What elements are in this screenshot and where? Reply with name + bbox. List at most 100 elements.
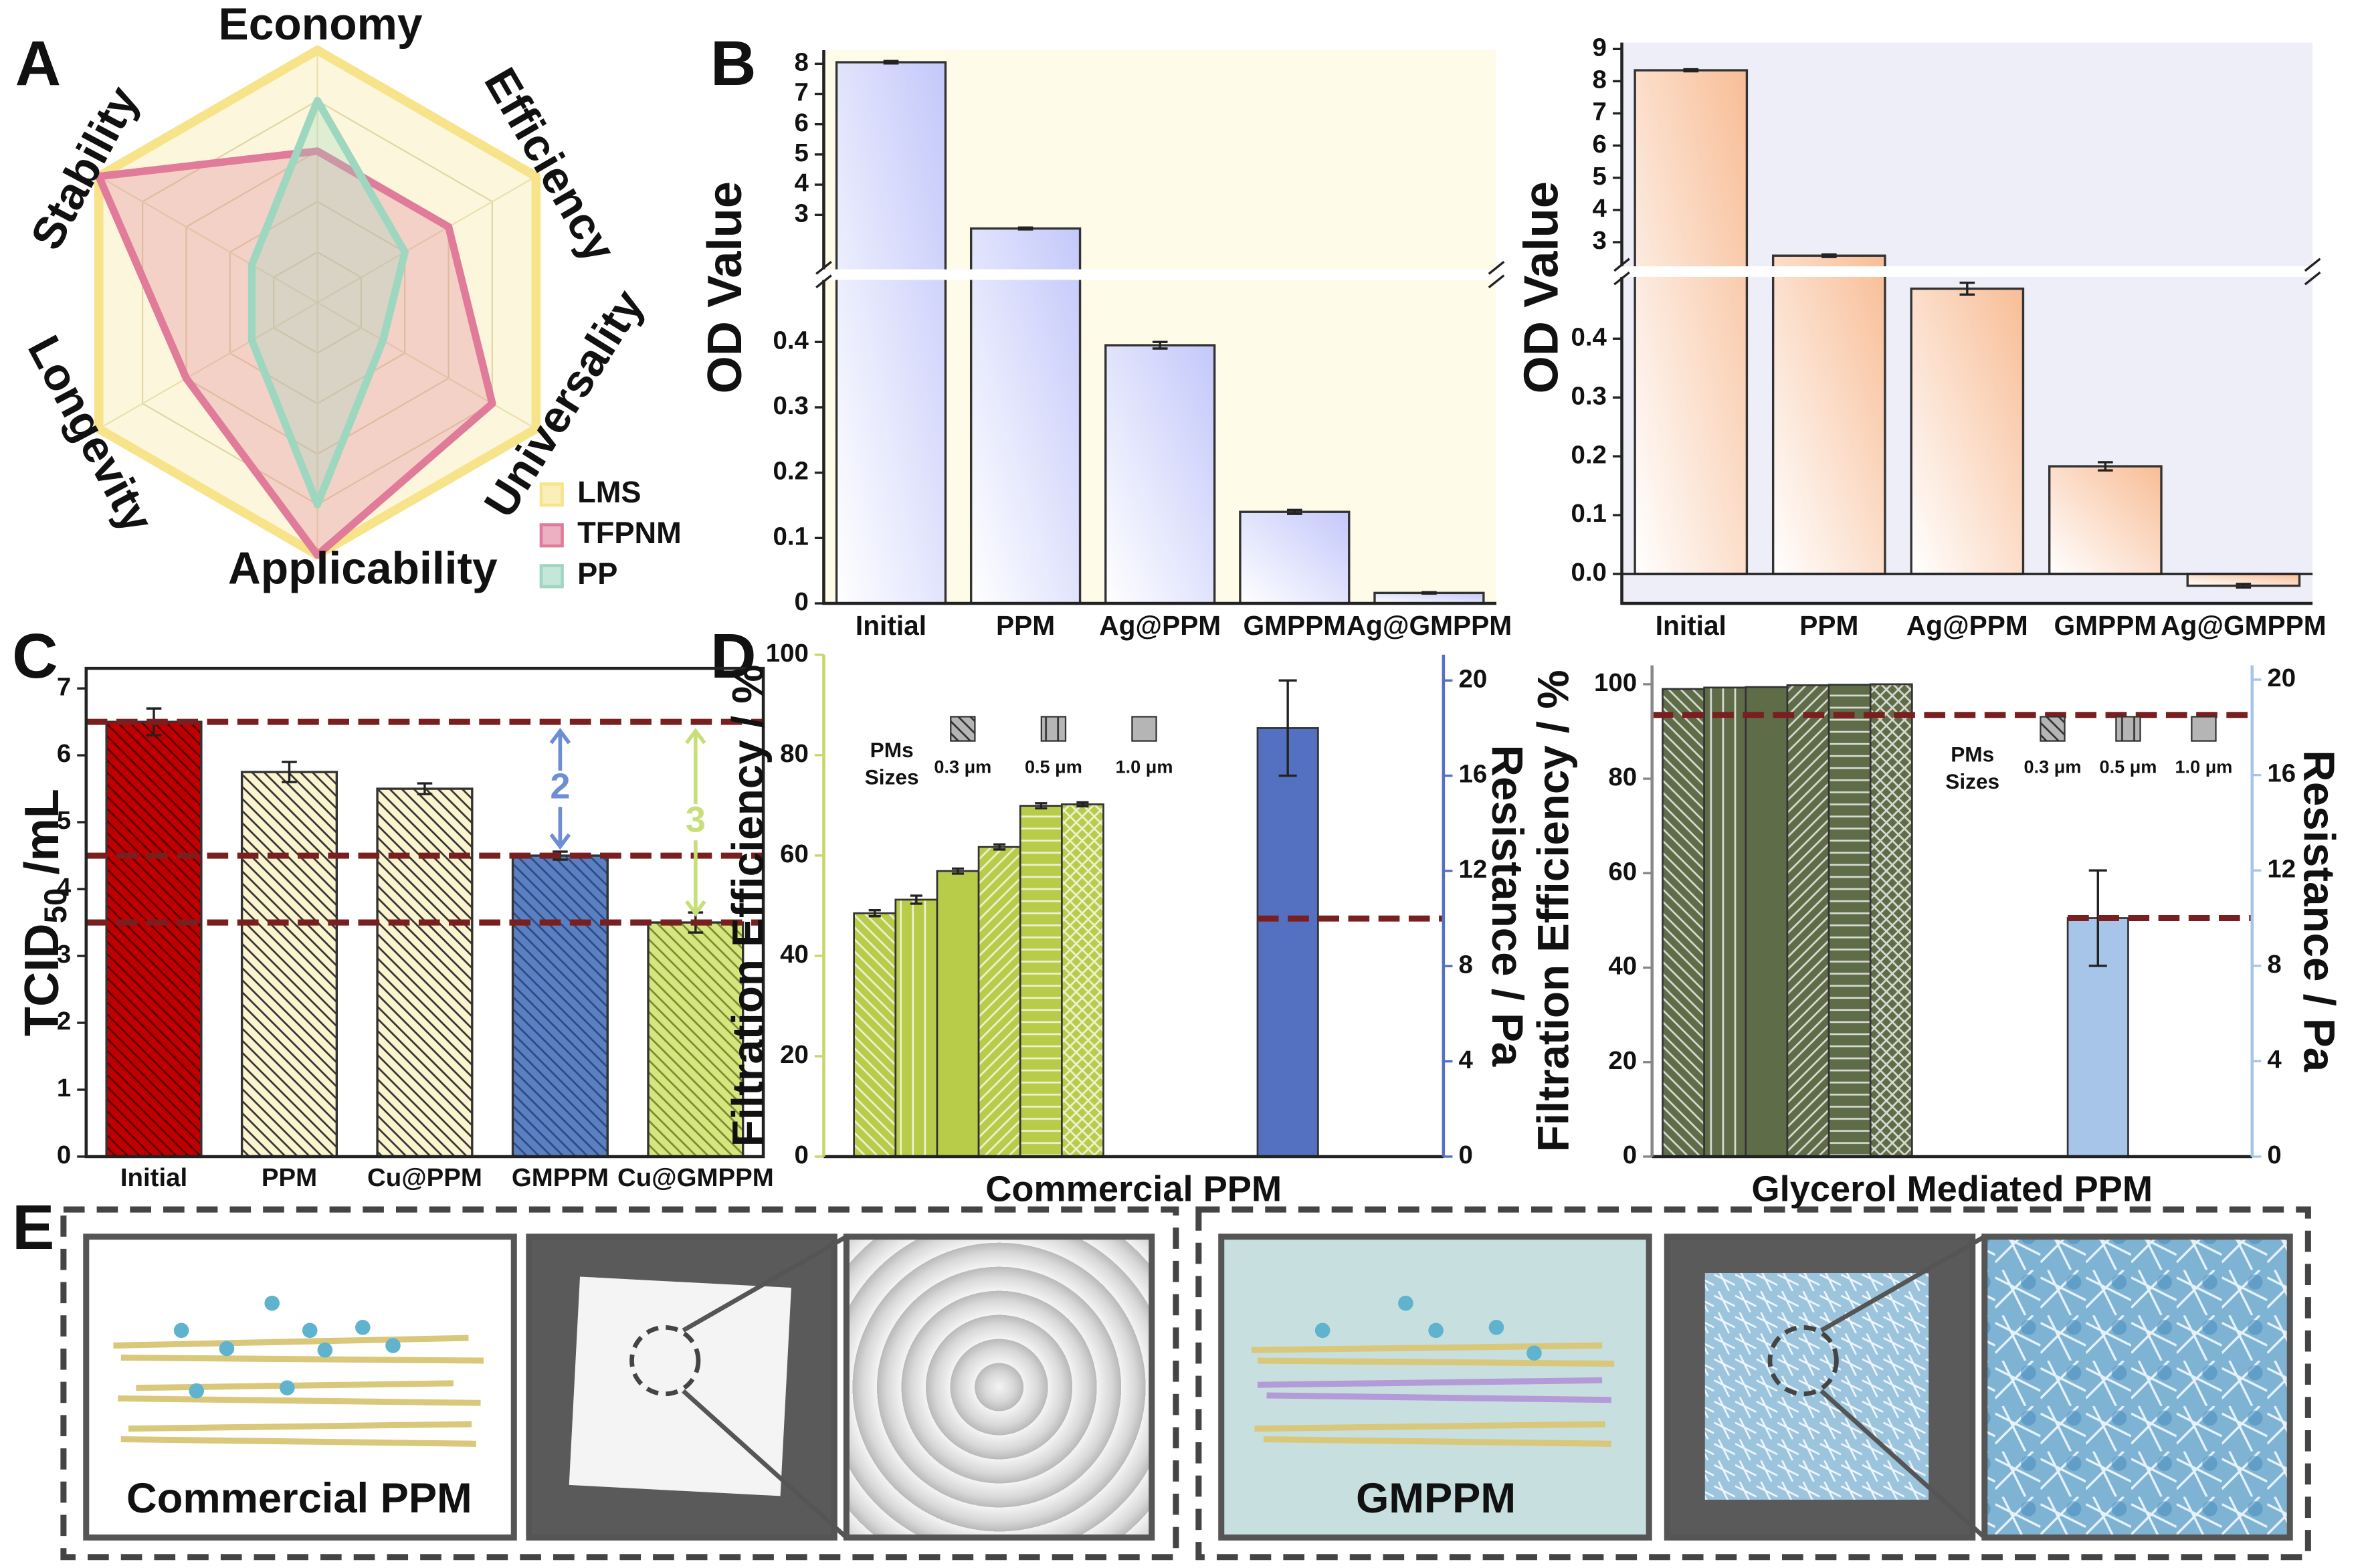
y-tick-label: 2 xyxy=(57,1007,71,1036)
x-tick-label: Initial xyxy=(856,610,926,641)
x-tick-label: GMPPM xyxy=(1244,610,1347,641)
y-tick-label: 8 xyxy=(1593,66,1607,94)
y-axis-title: Filtration Efficiency / % xyxy=(1529,670,1578,1152)
legend-swatch xyxy=(2115,716,2141,742)
y2-tick-label: 8 xyxy=(1458,950,1472,979)
legend-label: PP xyxy=(577,557,617,591)
x-tick-label: Cu@PPM xyxy=(367,1163,482,1192)
bar xyxy=(1910,287,2025,575)
y-tick-label: 0.3 xyxy=(773,391,808,420)
x-tick-label: Initial xyxy=(1656,610,1726,641)
y-tick-label: 100 xyxy=(766,639,809,668)
y-axis-title-sub: 50 xyxy=(37,888,73,924)
y2-axis-title: Resistance / Pa xyxy=(1483,745,1532,1067)
legend-title: PMs xyxy=(1951,743,1994,767)
y-tick-label: 80 xyxy=(780,739,809,768)
y-axis-title: TCID50 /mL xyxy=(15,789,74,1036)
error-bar xyxy=(282,761,297,783)
zoom-lines xyxy=(1819,1234,1987,1539)
bar xyxy=(936,870,980,1158)
fiber-layers xyxy=(1251,1342,1615,1447)
bar xyxy=(105,720,203,1158)
annotation-label: 3 xyxy=(686,799,706,840)
y-tick-label: 0.1 xyxy=(1571,499,1607,528)
legend-swatch xyxy=(1040,716,1067,742)
y-tick-label: 60 xyxy=(1608,857,1637,886)
bar xyxy=(1828,684,1872,1158)
error-bar xyxy=(2098,461,2113,472)
error-bar xyxy=(883,60,899,65)
y-tick-label: 8 xyxy=(794,47,808,76)
bar xyxy=(1060,803,1104,1158)
error-bar xyxy=(1421,591,1437,595)
y-tick-label: 6 xyxy=(57,739,71,768)
y-tick-label: 0.3 xyxy=(1571,381,1607,410)
y-tick-label: 5 xyxy=(1593,162,1607,191)
y-tick-label: 3 xyxy=(794,199,808,227)
legend-swatch xyxy=(1131,716,1157,742)
sample-photo xyxy=(1704,1272,1929,1500)
bar xyxy=(853,912,897,1158)
x-tick-label: Ag@PPM xyxy=(1906,610,2028,641)
error-bar xyxy=(417,782,433,795)
spoke xyxy=(98,302,318,429)
error-bar xyxy=(2236,583,2252,589)
legend-label: 0.5 μm xyxy=(1025,756,1082,777)
bar xyxy=(1634,69,1749,575)
zoom-photo xyxy=(843,1234,1155,1541)
annotation-label: 2 xyxy=(550,766,570,806)
axis-category-label: Economy xyxy=(219,0,423,50)
droplets xyxy=(1314,1295,1542,1361)
break-mark xyxy=(1488,260,1505,289)
zoom-circle xyxy=(629,1325,701,1397)
panel-label: E xyxy=(12,1192,54,1263)
error-bar xyxy=(1017,226,1033,231)
y-axis-title: Filtration Efficiency / % xyxy=(723,664,772,1147)
bar xyxy=(240,771,338,1158)
radar-area xyxy=(248,96,409,508)
y2-tick-label: 20 xyxy=(1458,664,1487,693)
y2-tick-label: 16 xyxy=(1458,760,1487,789)
error-bar xyxy=(1035,802,1048,810)
y-tick-label: 0.2 xyxy=(1571,440,1607,469)
y-axis-title: OD Value xyxy=(1514,181,1568,393)
panel-label: C xyxy=(12,621,58,692)
y-axis-title-unit: /mL xyxy=(15,789,69,888)
legend-title: Sizes xyxy=(865,765,919,789)
y-tick-label: 4 xyxy=(57,873,72,902)
y-tick-label: 0 xyxy=(57,1141,71,1169)
y-axis-title-main: TCID xyxy=(15,923,69,1036)
droplets xyxy=(173,1295,401,1399)
axis-line xyxy=(1620,42,2313,605)
error-bar xyxy=(1959,282,1975,296)
error-bar xyxy=(951,867,965,875)
x-tick-label: GMPPM xyxy=(512,1163,609,1192)
error-bar xyxy=(993,843,1006,851)
y2-tick-label: 20 xyxy=(2267,664,2296,692)
bar xyxy=(647,921,745,1158)
error-bar xyxy=(1076,801,1089,808)
legend-swatch xyxy=(2040,716,2066,742)
y-tick-label: 40 xyxy=(1608,952,1637,981)
y-axis-title: OD Value xyxy=(698,181,752,393)
y-tick-label: 5 xyxy=(794,138,808,167)
panel-e: Commercial PPM GMPPM xyxy=(60,1206,2311,1561)
panel-label: D xyxy=(710,621,757,692)
y-tick-label: 7 xyxy=(794,78,808,107)
legend-label: 1.0 μm xyxy=(2175,756,2232,777)
legend-swatch xyxy=(539,564,564,589)
error-bar xyxy=(1278,679,1297,777)
y2-tick-label: 12 xyxy=(1458,855,1487,884)
y-tick-label: 40 xyxy=(780,940,809,969)
annotation-bg xyxy=(547,770,574,807)
legend-label: TFPNM xyxy=(577,516,682,550)
panel-labels: A B C D E xyxy=(12,28,756,1263)
x-tick-label: Ag@GMPPM xyxy=(1347,610,1512,641)
x-tick-label: PPM xyxy=(262,1163,317,1192)
y-tick-label: 3 xyxy=(57,940,71,969)
caption: GMPPM xyxy=(1356,1475,1516,1522)
legend-label: 0.3 μm xyxy=(2024,756,2082,777)
bar xyxy=(894,898,939,1158)
